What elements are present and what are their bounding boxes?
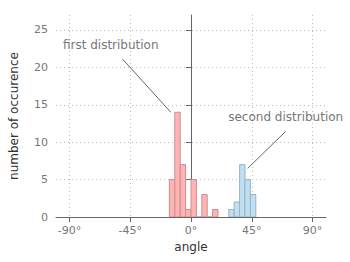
- svg-text:25: 25: [34, 23, 48, 36]
- svg-text:90°: 90°: [303, 224, 323, 237]
- svg-text:15: 15: [34, 98, 48, 111]
- svg-text:20: 20: [34, 61, 48, 74]
- svg-text:second distribution: second distribution: [228, 110, 343, 124]
- svg-text:45°: 45°: [242, 224, 262, 237]
- svg-text:-90°: -90°: [58, 224, 81, 237]
- svg-text:5: 5: [41, 173, 48, 186]
- svg-text:number of occurence: number of occurence: [7, 52, 21, 180]
- svg-text:0°: 0°: [185, 224, 198, 237]
- svg-text:angle: angle: [174, 240, 207, 254]
- svg-text:-45°: -45°: [119, 224, 142, 237]
- svg-text:10: 10: [34, 136, 48, 149]
- svg-text:0: 0: [41, 211, 48, 224]
- svg-text:first distribution: first distribution: [63, 38, 159, 52]
